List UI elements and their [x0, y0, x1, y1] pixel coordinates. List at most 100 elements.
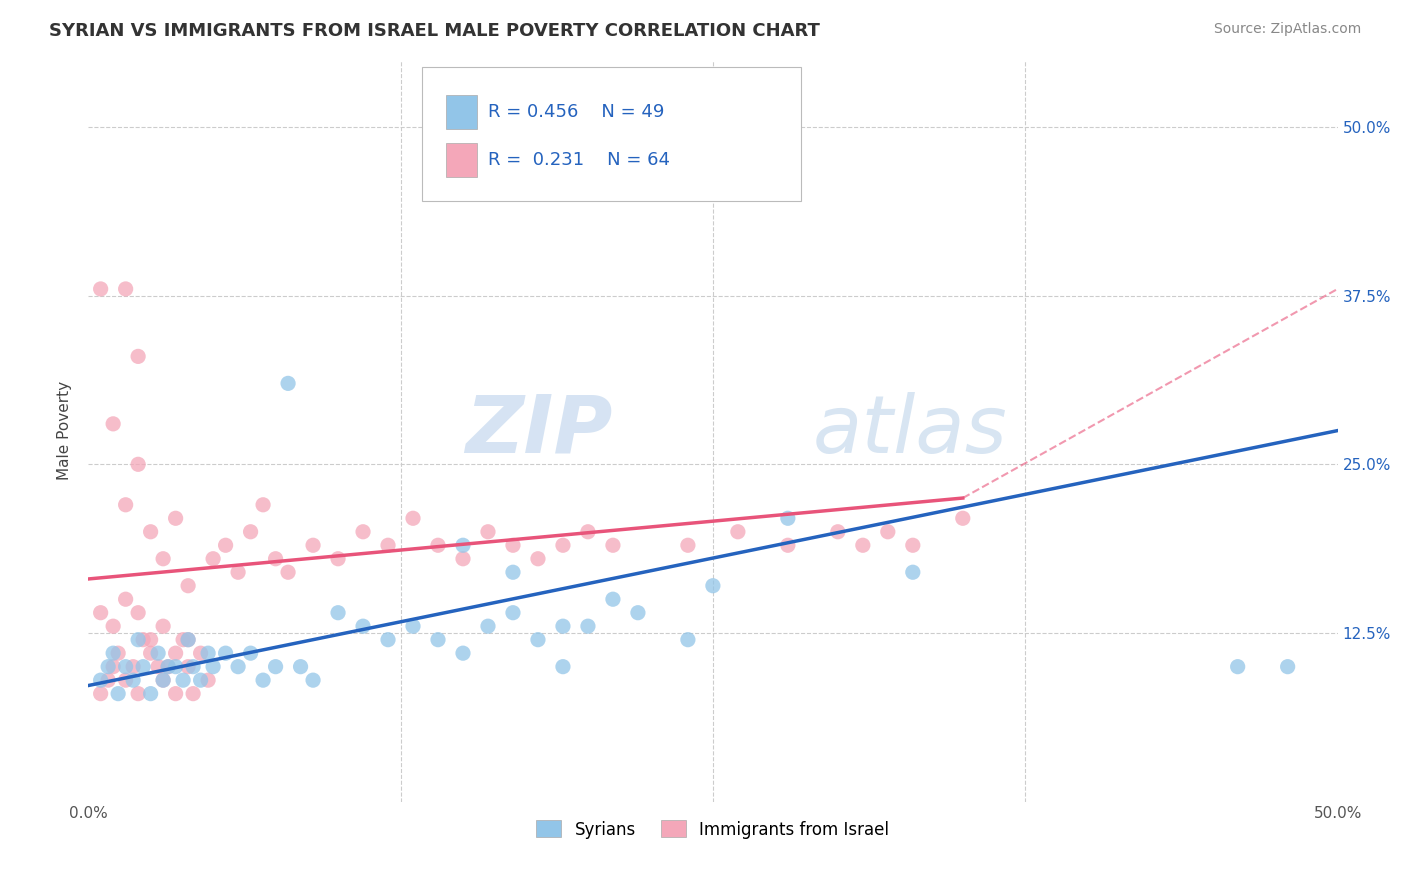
- Point: [139, 687, 162, 701]
- Point: [165, 646, 187, 660]
- Text: R =  0.231    N = 64: R = 0.231 N = 64: [488, 151, 669, 169]
- Point: [181, 687, 204, 701]
- Point: [132, 632, 155, 647]
- Point: [377, 632, 399, 647]
- Point: [90, 606, 112, 620]
- Point: [90, 673, 112, 688]
- Text: ZIP: ZIP: [465, 392, 613, 469]
- Point: [114, 673, 136, 688]
- Point: [107, 687, 129, 701]
- Point: [101, 659, 124, 673]
- Point: [127, 458, 149, 472]
- Point: [352, 524, 374, 539]
- Point: [1226, 659, 1249, 673]
- Point: [302, 673, 325, 688]
- Text: atlas: atlas: [813, 392, 1008, 469]
- Point: [576, 619, 599, 633]
- Point: [165, 687, 187, 701]
- Point: [477, 524, 499, 539]
- Point: [127, 606, 149, 620]
- Legend: Syrians, Immigrants from Israel: Syrians, Immigrants from Israel: [530, 814, 896, 846]
- Point: [172, 632, 194, 647]
- Point: [146, 659, 169, 673]
- Point: [226, 659, 249, 673]
- Point: [202, 659, 225, 673]
- Point: [852, 538, 875, 552]
- Point: [152, 619, 174, 633]
- Point: [122, 659, 145, 673]
- Point: [352, 619, 374, 633]
- Point: [101, 646, 124, 660]
- Point: [876, 524, 898, 539]
- Point: [451, 646, 474, 660]
- Point: [127, 687, 149, 701]
- Point: [157, 659, 180, 673]
- Point: [326, 606, 349, 620]
- Point: [451, 551, 474, 566]
- Point: [127, 350, 149, 364]
- Point: [152, 551, 174, 566]
- Point: [952, 511, 974, 525]
- Point: [122, 673, 145, 688]
- Point: [127, 632, 149, 647]
- Point: [602, 592, 624, 607]
- Point: [727, 524, 749, 539]
- Point: [197, 673, 219, 688]
- Point: [152, 673, 174, 688]
- Point: [451, 538, 474, 552]
- Point: [277, 566, 299, 580]
- Point: [139, 646, 162, 660]
- Point: [114, 592, 136, 607]
- Point: [139, 632, 162, 647]
- Point: [177, 632, 200, 647]
- Point: [197, 646, 219, 660]
- Point: [302, 538, 325, 552]
- Point: [901, 566, 924, 580]
- Point: [239, 646, 262, 660]
- Point: [97, 673, 120, 688]
- Text: SYRIAN VS IMMIGRANTS FROM ISRAEL MALE POVERTY CORRELATION CHART: SYRIAN VS IMMIGRANTS FROM ISRAEL MALE PO…: [49, 22, 820, 40]
- Point: [172, 673, 194, 688]
- Point: [277, 376, 299, 391]
- Point: [264, 551, 287, 566]
- Point: [326, 551, 349, 566]
- Point: [101, 417, 124, 431]
- Point: [264, 659, 287, 673]
- Point: [827, 524, 849, 539]
- Point: [427, 538, 450, 552]
- Point: [139, 524, 162, 539]
- Point: [107, 646, 129, 660]
- Point: [181, 659, 204, 673]
- Point: [114, 659, 136, 673]
- Point: [427, 632, 450, 647]
- Point: [157, 659, 180, 673]
- Point: [165, 511, 187, 525]
- Point: [252, 673, 274, 688]
- Point: [776, 511, 799, 525]
- Y-axis label: Male Poverty: Male Poverty: [58, 381, 72, 480]
- Point: [226, 566, 249, 580]
- Point: [776, 538, 799, 552]
- Point: [551, 659, 574, 673]
- Text: Source: ZipAtlas.com: Source: ZipAtlas.com: [1213, 22, 1361, 37]
- Point: [901, 538, 924, 552]
- Text: R = 0.456    N = 49: R = 0.456 N = 49: [488, 103, 664, 121]
- Point: [551, 538, 574, 552]
- Point: [165, 659, 187, 673]
- Point: [177, 659, 200, 673]
- Point: [502, 538, 524, 552]
- Point: [290, 659, 312, 673]
- Point: [177, 579, 200, 593]
- Point: [252, 498, 274, 512]
- Point: [146, 646, 169, 660]
- Point: [101, 619, 124, 633]
- Point: [97, 659, 120, 673]
- Point: [527, 632, 550, 647]
- Point: [477, 619, 499, 633]
- Point: [239, 524, 262, 539]
- Point: [90, 282, 112, 296]
- Point: [602, 538, 624, 552]
- Point: [214, 646, 236, 660]
- Point: [177, 632, 200, 647]
- Point: [676, 632, 699, 647]
